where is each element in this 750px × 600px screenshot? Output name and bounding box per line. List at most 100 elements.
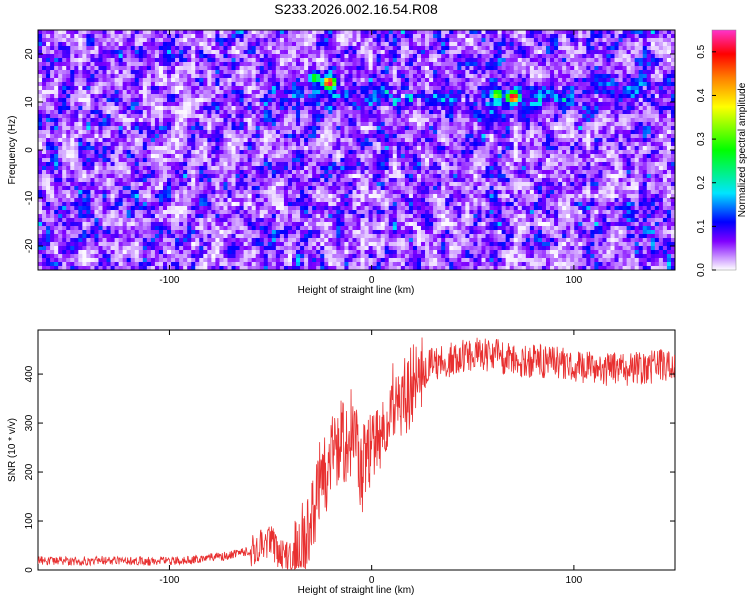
spectrogram-cell xyxy=(344,74,349,79)
spectrogram-cell xyxy=(215,150,220,155)
spectrogram-cell xyxy=(614,30,619,35)
spectrogram-cell xyxy=(215,54,220,59)
spectrogram-cell xyxy=(566,30,571,35)
spectrogram-cell xyxy=(634,70,640,75)
spectrogram-cell xyxy=(267,102,273,107)
spectrogram-cell xyxy=(70,138,75,143)
spectrogram-cell xyxy=(421,34,426,39)
spectrogram-cell xyxy=(328,138,333,143)
spectrogram-cell xyxy=(441,98,446,103)
spectrogram-cell xyxy=(62,54,67,59)
spectrogram-cell xyxy=(634,142,640,147)
spectrogram-cell xyxy=(360,58,365,63)
spectrogram-cell xyxy=(457,50,462,55)
spectrogram-cell xyxy=(312,142,317,147)
spectrogram-cell xyxy=(429,134,434,139)
spectrogram-cell xyxy=(74,50,79,55)
spectrogram-cell xyxy=(473,90,478,95)
spectrogram-cell xyxy=(554,122,559,127)
spectrogram-cell xyxy=(207,134,212,139)
spectrogram-cell xyxy=(195,146,200,151)
spectrogram-cell xyxy=(646,46,652,51)
spectrogram-cell xyxy=(453,38,458,43)
spectrogram-cell xyxy=(489,54,494,59)
spectrogram-cell xyxy=(594,114,599,119)
spectrogram-cell xyxy=(562,46,567,51)
spectrogram-cell xyxy=(247,114,253,119)
spectrogram-cell xyxy=(86,70,91,75)
spectrogram-cell xyxy=(312,34,317,39)
spectrogram-cell xyxy=(558,78,563,83)
spectrogram-cell xyxy=(509,58,515,63)
spectrogram-cell xyxy=(662,46,668,51)
spectrogram-cell xyxy=(46,78,51,83)
spectrogram-cell xyxy=(380,138,386,143)
spectrogram-cell xyxy=(412,86,418,91)
spectrogram-cell xyxy=(267,82,273,87)
spectrogram-cell xyxy=(203,46,208,51)
spectrogram-cell xyxy=(578,62,583,67)
spectrogram-cell xyxy=(271,146,277,151)
spectrogram-cell xyxy=(586,70,591,75)
spectrogram-cell xyxy=(670,50,675,55)
spectrogram-cell xyxy=(207,146,212,151)
spectrogram-cell xyxy=(98,50,103,55)
spectrogram-cell xyxy=(150,50,156,55)
spectrogram-cell xyxy=(46,154,51,159)
spectrogram-cell xyxy=(505,82,511,87)
spectrogram-cell xyxy=(441,90,446,95)
spectrogram-cell xyxy=(263,78,269,83)
spectrogram-cell xyxy=(98,90,103,95)
spectrogram-cell xyxy=(590,34,595,39)
spectrogram-cell xyxy=(300,50,305,55)
spectrogram-cell xyxy=(509,130,515,135)
spectrogram-cell xyxy=(126,46,132,51)
spectrogram-cell xyxy=(275,42,281,47)
spectrogram-cell xyxy=(425,74,430,79)
spectrogram-cell xyxy=(400,62,406,67)
spectrogram-cell xyxy=(376,82,382,87)
spectrogram-cell xyxy=(670,34,675,39)
spectrogram-cell xyxy=(158,142,164,147)
spectrogram-cell xyxy=(211,82,216,87)
spectrogram-cell xyxy=(493,130,499,135)
spectrogram-cell xyxy=(142,134,148,139)
spectrogram-cell xyxy=(203,102,208,107)
spectrogram-cell xyxy=(457,58,462,63)
spectrogram-cell xyxy=(344,154,349,159)
spectrogram-cell xyxy=(416,150,422,155)
spectrogram-cell xyxy=(215,146,220,151)
spectrogram-cell xyxy=(142,70,148,75)
spectrogram-cell xyxy=(66,106,71,111)
spectrogram-cell xyxy=(255,34,261,39)
spectrogram-cell xyxy=(445,122,450,127)
spectrogram-cell xyxy=(308,58,313,63)
spectrogram-cell xyxy=(110,94,115,99)
spectrogram-cell xyxy=(275,130,281,135)
spectrogram-cell xyxy=(626,142,632,147)
spectrogram-cell xyxy=(340,34,345,39)
spectrogram-cell xyxy=(332,134,337,139)
spectrogram-cell xyxy=(360,46,365,51)
spectrogram-cell xyxy=(171,154,176,159)
spectrogram-cell xyxy=(199,78,204,83)
spectrogram-cell xyxy=(412,54,418,59)
spectrogram-cell xyxy=(493,142,499,147)
spectrogram-cell xyxy=(259,138,265,143)
spectrogram-cell xyxy=(90,78,95,83)
spectrogram-cell xyxy=(146,66,152,71)
spectrogram-cell xyxy=(529,74,535,79)
spectrogram-cell xyxy=(287,50,293,55)
spectrogram-cell xyxy=(227,150,232,155)
spectrogram-cell xyxy=(566,150,571,155)
spectrogram-cell xyxy=(243,46,249,51)
spectrogram-cell xyxy=(630,106,636,111)
spectrogram-cell xyxy=(336,30,341,35)
spectrogram-cell xyxy=(582,58,587,63)
spectrogram-cell xyxy=(267,90,273,95)
spectrogram-cell xyxy=(570,110,575,115)
spectrogram-cell xyxy=(650,62,656,67)
spectrogram-cell xyxy=(154,138,160,143)
spectrogram-cell xyxy=(662,78,668,83)
spectrogram-cell xyxy=(404,98,410,103)
